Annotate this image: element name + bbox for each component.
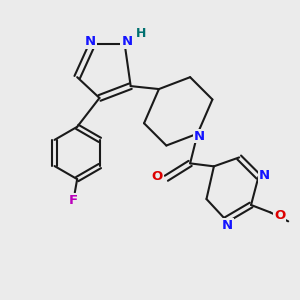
- Text: N: N: [222, 219, 233, 232]
- Text: H: H: [136, 27, 146, 40]
- Text: F: F: [69, 194, 78, 207]
- Text: O: O: [152, 170, 163, 183]
- Text: O: O: [274, 209, 286, 222]
- Text: N: N: [259, 169, 270, 182]
- Text: N: N: [121, 35, 132, 48]
- Text: N: N: [194, 130, 205, 142]
- Text: N: N: [85, 35, 96, 48]
